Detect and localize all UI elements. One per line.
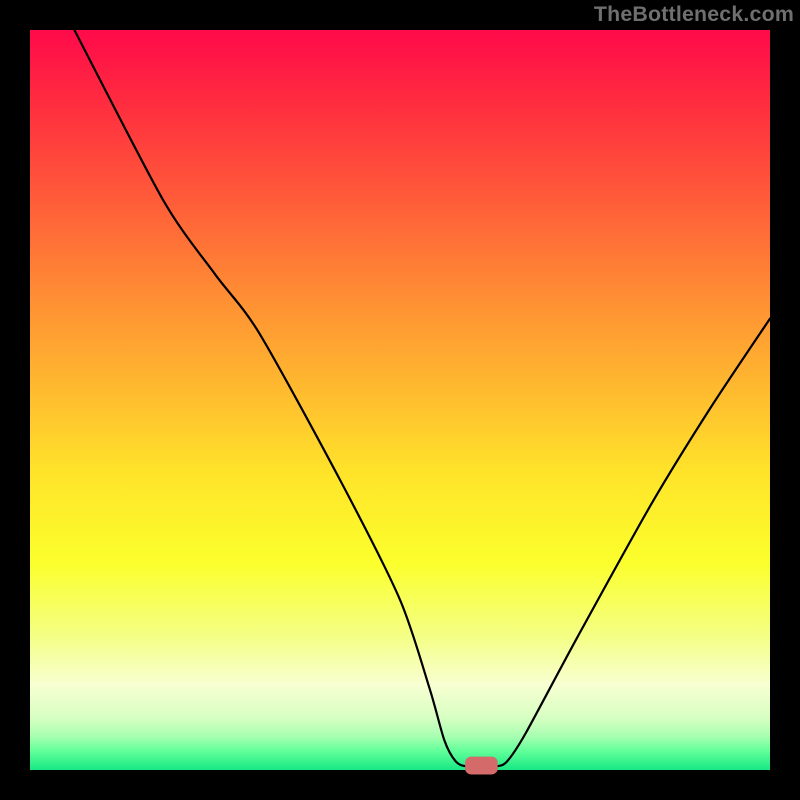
plot-background: [30, 30, 770, 770]
attribution-text: TheBottleneck.com: [594, 2, 794, 27]
bottleneck-chart: [0, 0, 800, 800]
optimal-marker: [465, 757, 498, 775]
